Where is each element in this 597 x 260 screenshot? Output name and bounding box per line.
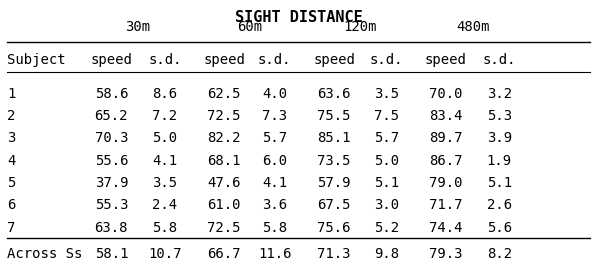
Text: s.d.: s.d.	[482, 53, 516, 67]
Text: 9.8: 9.8	[374, 247, 399, 260]
Text: 1: 1	[7, 87, 16, 101]
Text: 3: 3	[7, 132, 16, 145]
Text: 5.1: 5.1	[374, 176, 399, 190]
Text: speed: speed	[90, 53, 133, 67]
Text: 5.3: 5.3	[487, 109, 512, 123]
Text: 6: 6	[7, 198, 16, 212]
Text: 65.2: 65.2	[94, 109, 128, 123]
Text: 2.4: 2.4	[152, 198, 177, 212]
Text: speed: speed	[425, 53, 467, 67]
Text: 3.5: 3.5	[374, 87, 399, 101]
Text: Subject: Subject	[7, 53, 66, 67]
Text: 4.0: 4.0	[262, 87, 287, 101]
Text: 71.3: 71.3	[318, 247, 351, 260]
Text: 89.7: 89.7	[429, 132, 463, 145]
Text: 67.5: 67.5	[318, 198, 351, 212]
Text: 2.6: 2.6	[487, 198, 512, 212]
Text: 62.5: 62.5	[208, 87, 241, 101]
Text: speed: speed	[313, 53, 355, 67]
Text: 5.1: 5.1	[487, 176, 512, 190]
Text: 55.3: 55.3	[94, 198, 128, 212]
Text: s.d.: s.d.	[370, 53, 403, 67]
Text: 63.8: 63.8	[94, 221, 128, 235]
Text: s.d.: s.d.	[148, 53, 181, 67]
Text: 10.7: 10.7	[148, 247, 181, 260]
Text: 68.1: 68.1	[208, 154, 241, 168]
Text: 55.6: 55.6	[94, 154, 128, 168]
Text: 4.1: 4.1	[262, 176, 287, 190]
Text: 82.2: 82.2	[208, 132, 241, 145]
Text: 71.7: 71.7	[429, 198, 463, 212]
Text: 2: 2	[7, 109, 16, 123]
Text: 70.3: 70.3	[94, 132, 128, 145]
Text: 58.1: 58.1	[94, 247, 128, 260]
Text: 4: 4	[7, 154, 16, 168]
Text: 85.1: 85.1	[318, 132, 351, 145]
Text: 47.6: 47.6	[208, 176, 241, 190]
Text: Across Ss: Across Ss	[7, 247, 83, 260]
Text: 73.5: 73.5	[318, 154, 351, 168]
Text: 5.8: 5.8	[262, 221, 287, 235]
Text: 74.4: 74.4	[429, 221, 463, 235]
Text: 5.7: 5.7	[262, 132, 287, 145]
Text: 1.9: 1.9	[487, 154, 512, 168]
Text: s.d.: s.d.	[258, 53, 291, 67]
Text: 4.1: 4.1	[152, 154, 177, 168]
Text: SIGHT DISTANCE: SIGHT DISTANCE	[235, 10, 362, 25]
Text: 79.0: 79.0	[429, 176, 463, 190]
Text: 5.0: 5.0	[374, 154, 399, 168]
Text: 3.6: 3.6	[262, 198, 287, 212]
Text: 6.0: 6.0	[262, 154, 287, 168]
Text: 5.6: 5.6	[487, 221, 512, 235]
Text: 5.0: 5.0	[152, 132, 177, 145]
Text: 79.3: 79.3	[429, 247, 463, 260]
Text: 86.7: 86.7	[429, 154, 463, 168]
Text: 30m: 30m	[125, 20, 150, 34]
Text: 66.7: 66.7	[208, 247, 241, 260]
Text: 7.5: 7.5	[374, 109, 399, 123]
Text: 37.9: 37.9	[94, 176, 128, 190]
Text: 3.2: 3.2	[487, 87, 512, 101]
Text: 480m: 480m	[456, 20, 490, 34]
Text: 58.6: 58.6	[94, 87, 128, 101]
Text: 3.0: 3.0	[374, 198, 399, 212]
Text: 5.7: 5.7	[374, 132, 399, 145]
Text: 7.2: 7.2	[152, 109, 177, 123]
Text: 5: 5	[7, 176, 16, 190]
Text: 7: 7	[7, 221, 16, 235]
Text: 7.3: 7.3	[262, 109, 287, 123]
Text: 63.6: 63.6	[318, 87, 351, 101]
Text: speed: speed	[204, 53, 245, 67]
Text: 3.5: 3.5	[152, 176, 177, 190]
Text: 72.5: 72.5	[208, 109, 241, 123]
Text: 3.9: 3.9	[487, 132, 512, 145]
Text: 5.8: 5.8	[152, 221, 177, 235]
Text: 8.2: 8.2	[487, 247, 512, 260]
Text: 72.5: 72.5	[208, 221, 241, 235]
Text: 70.0: 70.0	[429, 87, 463, 101]
Text: 57.9: 57.9	[318, 176, 351, 190]
Text: 83.4: 83.4	[429, 109, 463, 123]
Text: 120m: 120m	[343, 20, 377, 34]
Text: 60m: 60m	[237, 20, 262, 34]
Text: 5.2: 5.2	[374, 221, 399, 235]
Text: 8.6: 8.6	[152, 87, 177, 101]
Text: 75.6: 75.6	[318, 221, 351, 235]
Text: 11.6: 11.6	[258, 247, 291, 260]
Text: 75.5: 75.5	[318, 109, 351, 123]
Text: 61.0: 61.0	[208, 198, 241, 212]
